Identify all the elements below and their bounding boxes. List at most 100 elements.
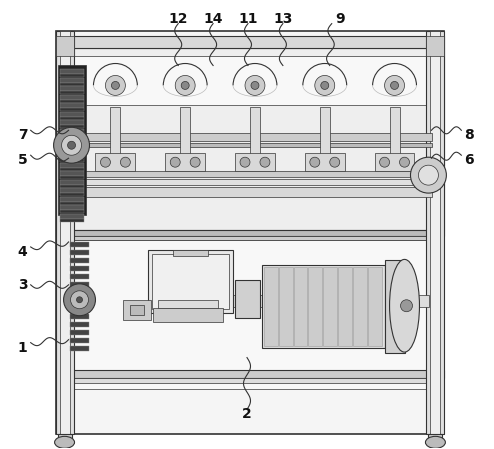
Bar [70,330,89,335]
Circle shape [251,81,259,89]
Circle shape [260,157,270,167]
Circle shape [240,157,250,167]
Circle shape [71,291,88,309]
Text: 13: 13 [273,12,292,26]
Bar [70,314,89,319]
Bar [70,282,89,287]
Bar [153,308,223,321]
Circle shape [321,81,329,89]
Bar [68,133,432,141]
Bar [60,129,83,134]
Bar [60,171,83,176]
Circle shape [391,81,399,89]
Bar [426,31,445,434]
Bar [60,214,83,219]
Bar [70,338,89,343]
Text: 4: 4 [18,245,28,259]
Bar [56,48,445,230]
Bar [58,66,85,215]
Circle shape [401,300,412,312]
Bar [60,108,83,111]
Bar [165,153,205,171]
Bar [60,210,83,213]
Bar [70,298,89,303]
Ellipse shape [55,436,75,448]
Circle shape [68,141,76,149]
Bar [60,163,83,167]
Bar [264,267,278,346]
Bar [235,153,275,171]
Bar [305,153,345,171]
Text: 12: 12 [168,12,188,26]
Bar [60,95,83,100]
Text: 14: 14 [204,12,223,26]
Bar [384,260,405,352]
Bar [70,258,89,263]
Bar [262,265,384,348]
Bar [279,267,292,346]
Ellipse shape [425,436,446,448]
Circle shape [170,157,180,167]
Bar [60,112,83,117]
Bar [323,267,337,346]
Bar [60,219,83,221]
Bar [58,434,72,442]
Bar [374,153,414,171]
Bar [60,202,83,205]
Bar [60,103,83,108]
Bar [70,321,89,327]
Bar [60,142,83,145]
Bar [56,236,445,240]
Bar [70,266,89,271]
Bar [60,167,83,171]
Bar [56,370,445,378]
Text: 2: 2 [242,407,252,422]
Bar [60,134,83,137]
Bar [320,107,329,165]
Circle shape [379,157,390,167]
Bar [60,78,83,83]
Bar [60,31,70,434]
Bar [68,56,432,106]
Bar [428,434,443,442]
Bar [60,176,83,179]
Bar [368,267,381,346]
Circle shape [175,75,195,95]
Text: 5: 5 [18,153,28,167]
Bar [235,280,260,318]
Bar [60,120,83,125]
Circle shape [54,128,89,163]
Bar [70,242,89,247]
Bar [68,143,432,147]
Bar [68,187,432,197]
Circle shape [400,157,410,167]
Bar [60,197,83,202]
Bar [70,274,89,279]
Bar [70,250,89,255]
Bar [70,290,89,295]
Bar [60,83,83,86]
Bar [60,86,83,92]
Bar [60,188,83,193]
Bar [60,193,83,196]
Text: 7: 7 [18,128,28,142]
Text: 9: 9 [335,12,344,26]
Text: 3: 3 [18,278,28,292]
Bar [70,306,89,311]
Bar [60,180,83,185]
Bar [60,92,83,94]
Bar [68,179,432,185]
Circle shape [190,157,200,167]
Bar [250,107,260,165]
Bar [338,267,352,346]
Bar [426,35,445,56]
Circle shape [62,135,82,155]
Bar [56,230,445,236]
Bar [111,107,121,165]
Bar [60,125,83,128]
Text: 6: 6 [464,153,474,167]
Circle shape [418,165,438,185]
Bar [68,240,432,389]
Circle shape [245,75,265,95]
Bar [60,154,83,159]
